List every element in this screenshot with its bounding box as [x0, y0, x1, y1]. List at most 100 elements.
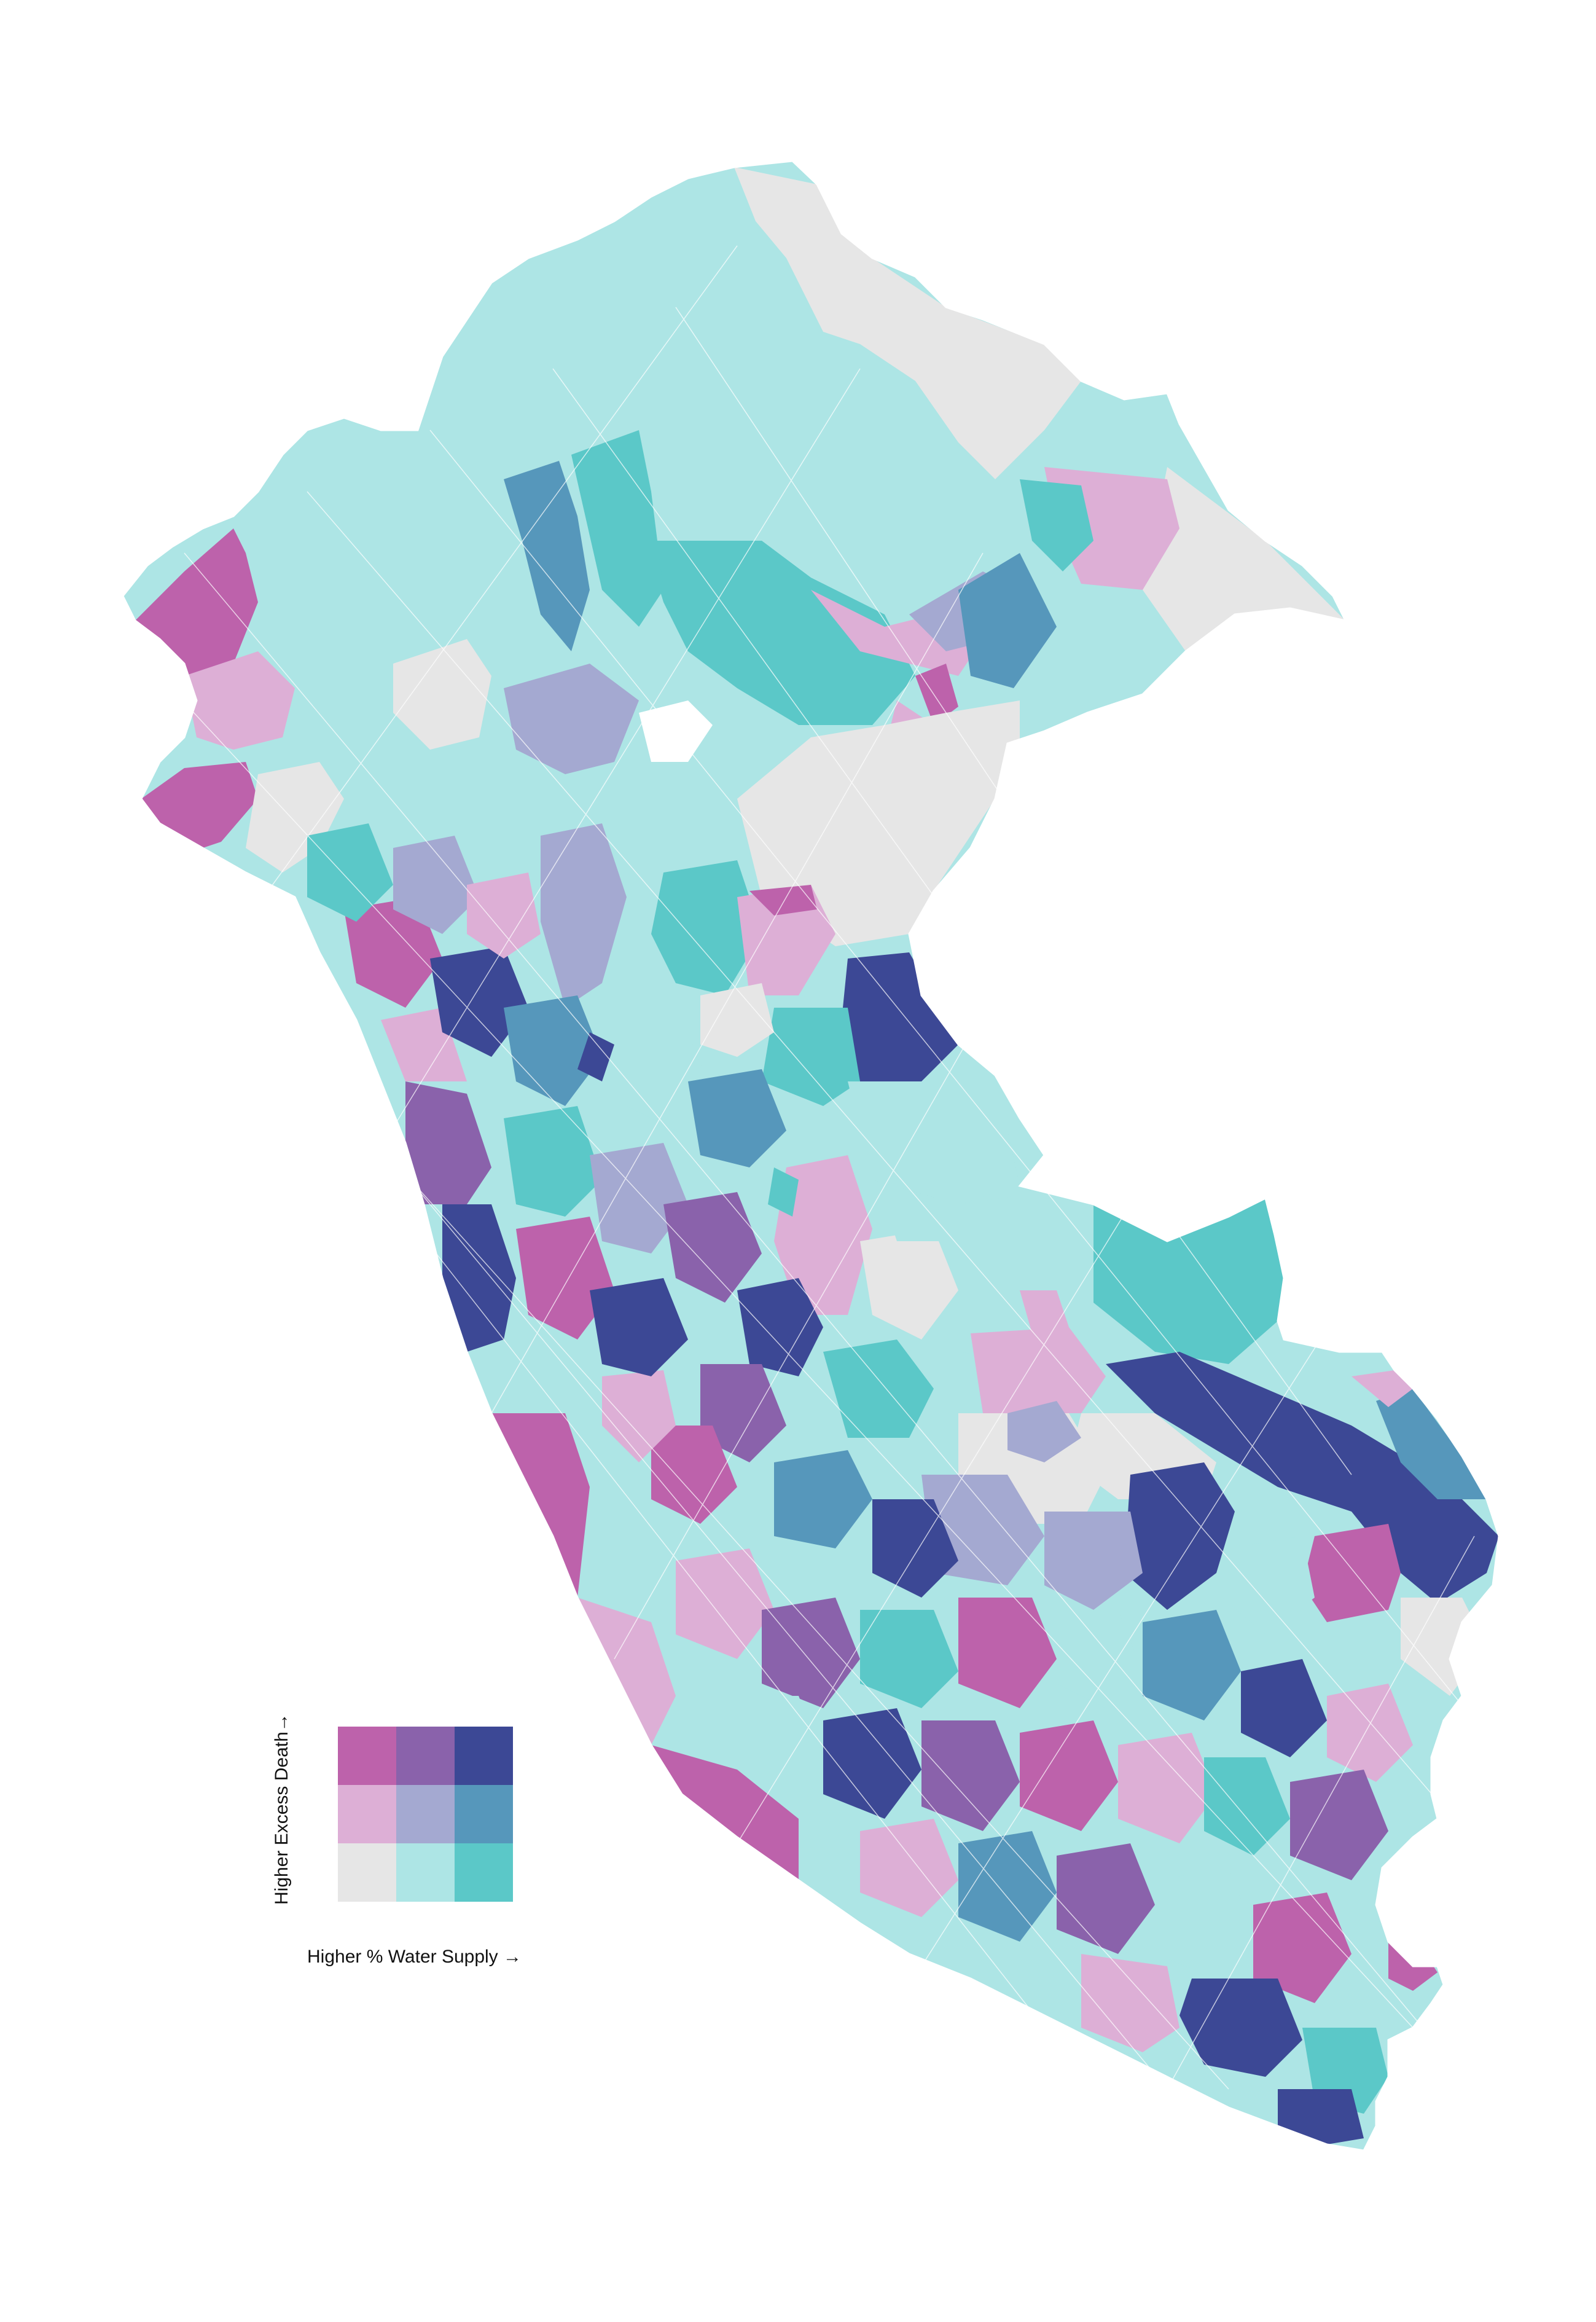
district-region [344, 897, 442, 1008]
district-region [921, 1720, 1020, 1831]
district-region [663, 1192, 762, 1303]
legend-cell-low-death-low-water [338, 1843, 396, 1902]
district-region [516, 1217, 614, 1339]
district-region [504, 1106, 602, 1217]
district-region [1204, 1757, 1290, 1856]
district-region [872, 1499, 958, 1598]
district-region [860, 1610, 958, 1708]
district-region [734, 167, 1081, 479]
district-region [135, 528, 258, 700]
district-region [651, 1745, 799, 1880]
district-region [1302, 1524, 1401, 1622]
district-region [602, 1370, 676, 1462]
district-region [571, 430, 663, 627]
district-region [885, 1204, 958, 1241]
district-region [1020, 1720, 1118, 1831]
district-region [141, 762, 258, 848]
district-region [467, 873, 541, 959]
district-region [184, 651, 295, 750]
district-region [737, 885, 835, 995]
district-region [1057, 1843, 1155, 1954]
district-region [645, 541, 915, 725]
district-region [405, 1081, 491, 1204]
district-region [823, 1708, 921, 1819]
district-region [1253, 1893, 1352, 2003]
district-region [541, 823, 627, 1008]
district-region [577, 1598, 676, 1745]
district-region [1081, 1954, 1179, 2052]
district-region [1290, 1770, 1388, 1880]
district-region [590, 1143, 688, 1253]
district-region [1093, 1198, 1284, 1364]
district-region [1222, 1536, 1315, 1634]
bivariate-legend: Higher Excess Death→ Higher % Water Supp… [258, 1708, 577, 1991]
district-region [958, 553, 1057, 688]
legend-cell-mid-death-mid-water [396, 1785, 455, 1843]
district-region [627, 1032, 713, 1131]
district-region [737, 1278, 823, 1376]
district-region [307, 823, 393, 922]
district-region [737, 700, 1020, 946]
district-region [811, 590, 983, 676]
district-region [971, 1327, 1106, 1413]
legend-color-grid [338, 1727, 513, 1902]
district-regions [135, 167, 1499, 2144]
district-region [958, 1831, 1057, 1942]
district-region [848, 1081, 1020, 1204]
district-region [700, 1364, 786, 1462]
district-region [915, 664, 958, 725]
district-region [1020, 1290, 1069, 1333]
district-region [774, 1155, 872, 1315]
district-region [1376, 1389, 1487, 1499]
legend-x-axis-label: Higher % Water Supply → [307, 1947, 522, 1967]
district-region [393, 836, 479, 934]
district-region [1179, 1979, 1302, 2077]
district-region [688, 1069, 786, 1167]
district-region [1327, 1684, 1413, 1782]
district-region [1241, 1659, 1327, 1757]
district-region [762, 1008, 860, 1106]
legend-cell-mid-death-low-water [338, 1785, 396, 1843]
district-region [860, 1819, 958, 1917]
district-region [762, 1598, 860, 1708]
district-region [1278, 2089, 1364, 2144]
district-region [504, 664, 639, 774]
district-region [700, 983, 774, 1057]
district-region [1124, 1462, 1235, 1610]
legend-cell-low-death-high-water [455, 1843, 513, 1902]
legend-cell-low-death-mid-water [396, 1843, 455, 1902]
lake [639, 700, 713, 762]
district-region [1143, 1610, 1241, 1720]
district-region [749, 885, 817, 916]
district-region [504, 461, 590, 651]
district-region [1057, 1610, 1143, 1708]
district-region [1118, 1733, 1216, 1843]
district-region [393, 639, 491, 750]
district-region [1352, 1370, 1413, 1407]
district-region [577, 1032, 614, 1081]
district-region [651, 1426, 737, 1524]
district-region [1155, 1868, 1253, 1979]
district-region [823, 1339, 934, 1438]
district-region [676, 1548, 774, 1659]
district-region [491, 1413, 590, 1598]
district-region [774, 1450, 872, 1548]
district-region [842, 952, 958, 1081]
district-region [1020, 479, 1093, 571]
district-region [504, 995, 602, 1106]
district-region [1106, 1352, 1499, 1604]
legend-cell-high-death-mid-water [396, 1727, 455, 1785]
legend-cell-mid-death-high-water [455, 1785, 513, 1843]
district-region [1143, 467, 1345, 651]
legend-y-axis-label: Higher Excess Death→ [272, 1713, 292, 1905]
district-region [590, 1278, 688, 1376]
district-region [1007, 1401, 1081, 1462]
district-region [958, 1598, 1057, 1708]
district-region [1044, 1512, 1143, 1610]
district-region [860, 1229, 958, 1339]
legend-cell-high-death-high-water [455, 1727, 513, 1785]
district-region [725, 1696, 823, 1794]
legend-cell-high-death-low-water [338, 1727, 396, 1785]
district-region [430, 946, 528, 1057]
